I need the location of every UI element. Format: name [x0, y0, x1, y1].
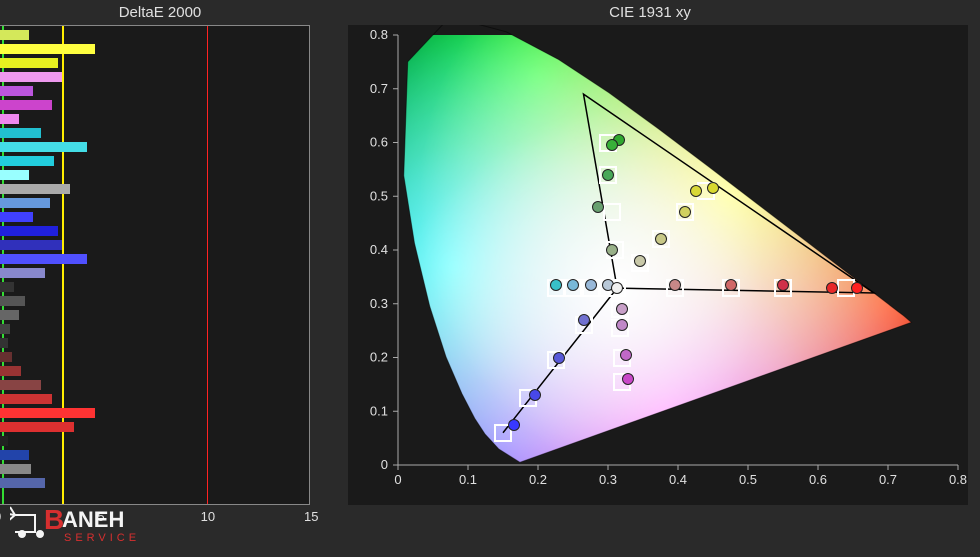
- deltae-bar: [0, 44, 95, 54]
- cie-measurement: [616, 319, 628, 331]
- deltae-bar: [0, 296, 25, 306]
- cie-measurement: [690, 185, 702, 197]
- cie-measurement: [606, 244, 618, 256]
- deltae-bar: [0, 310, 19, 320]
- cie-measurement: [669, 279, 681, 291]
- deltae-bar: [0, 324, 10, 334]
- cie-measurement: [529, 389, 541, 401]
- deltae-bar: [0, 408, 95, 418]
- deltae-bar: [0, 268, 45, 278]
- deltae-bar: [0, 72, 62, 82]
- deltae-bar: [0, 226, 58, 236]
- cie-ytick: 0.4: [370, 242, 388, 257]
- cie-xtick: 0.6: [809, 472, 827, 487]
- deltae-bar: [0, 100, 52, 110]
- deltae-xtick: 0: [0, 509, 1, 524]
- deltae-panel: DeltaE 2000 0 5 10 15: [0, 0, 320, 557]
- deltae-bar: [0, 86, 33, 96]
- cie-measurement: [707, 182, 719, 194]
- cie-measurement: [567, 279, 579, 291]
- cie-ytick: 0.1: [370, 403, 388, 418]
- deltae-bar: [0, 114, 19, 124]
- deltae-bar: [0, 212, 33, 222]
- deltae-title: DeltaE 2000: [0, 0, 320, 25]
- cie-measurement: [622, 373, 634, 385]
- cie-ytick: 0.5: [370, 188, 388, 203]
- charts-container: DeltaE 2000 051015 CIE 1931 xy 000.10.10…: [0, 0, 980, 557]
- cie-xtick: 0.1: [459, 472, 477, 487]
- cie-xtick: 0.2: [529, 472, 547, 487]
- deltae-bar: [0, 58, 58, 68]
- cie-xtick: 0.7: [879, 472, 897, 487]
- deltae-bar: [0, 436, 8, 446]
- cie-measurement: [508, 419, 520, 431]
- deltae-bar: [0, 422, 74, 432]
- deltae-bar: [0, 450, 29, 460]
- deltae-bar: [0, 478, 45, 488]
- cie-ytick: 0.3: [370, 296, 388, 311]
- cie-measurement: [655, 233, 667, 245]
- cie-measurement: [851, 282, 863, 294]
- cie-xtick: 0.3: [599, 472, 617, 487]
- deltae-ref-line: [207, 26, 209, 504]
- deltae-bar: [0, 240, 62, 250]
- deltae-bar: [0, 198, 50, 208]
- deltae-bar: [0, 30, 29, 40]
- cie-measurement: [725, 279, 737, 291]
- deltae-bar: [0, 352, 12, 362]
- cie-xtick: 0: [394, 472, 401, 487]
- cie-xtick: 0.5: [739, 472, 757, 487]
- deltae-xtick: 5: [97, 509, 104, 524]
- cie-measurement: [550, 279, 562, 291]
- deltae-bar: [0, 282, 14, 292]
- deltae-bar: [0, 142, 87, 152]
- deltae-plot-area: [0, 25, 310, 505]
- cie-ytick: 0.6: [370, 135, 388, 150]
- deltae-bar: [0, 464, 31, 474]
- cie-svg: 00 0.1 0.1 0.2 0.2 0.3 0.3 0.4 0.4 0.5 0.5 0.6 0.6 0.…: [348, 25, 968, 505]
- cie-plot-area: 00 0.1 0.1 0.2 0.2 0.3 0.3 0.4 0.4 0.5 0.5 0.6 0.6 0.…: [348, 25, 968, 505]
- cie-measurement: [616, 303, 628, 315]
- cie-target: [603, 203, 621, 221]
- cie-measurement: [777, 279, 789, 291]
- deltae-ref-line: [62, 26, 64, 504]
- cie-measurement: [634, 255, 646, 267]
- cie-ytick: 0.7: [370, 81, 388, 96]
- deltae-bar: [0, 366, 21, 376]
- cie-xtick: 0.8: [949, 472, 967, 487]
- cie-ytick: 0.2: [370, 350, 388, 365]
- cie-measurement: [620, 349, 632, 361]
- cie-measurement: [578, 314, 590, 326]
- deltae-bar: [0, 380, 41, 390]
- cie-measurement: [592, 201, 604, 213]
- cie-measurement: [553, 352, 565, 364]
- cie-ytick: 0.8: [370, 27, 388, 42]
- deltae-xtick: 15: [304, 509, 318, 524]
- cie-measurement: [602, 169, 614, 181]
- cie-measurement: [611, 282, 623, 294]
- deltae-bar: [0, 156, 54, 166]
- deltae-bar: [0, 170, 29, 180]
- cie-measurement: [679, 206, 691, 218]
- cie-panel: CIE 1931 xy 00 0.1 0.1 0.2 0.2 0.3 0.3 0.4 0.4 0.…: [320, 0, 980, 557]
- cie-measurement: [606, 139, 618, 151]
- deltae-bar: [0, 394, 52, 404]
- deltae-bar: [0, 338, 8, 348]
- cie-ytick: 0: [381, 457, 388, 472]
- deltae-bar: [0, 254, 87, 264]
- deltae-ref-line: [2, 26, 4, 504]
- cie-title: CIE 1931 xy: [320, 0, 980, 25]
- deltae-xtick: 10: [201, 509, 215, 524]
- cie-xtick: 0.4: [669, 472, 687, 487]
- cie-measurement: [585, 279, 597, 291]
- deltae-bar: [0, 128, 41, 138]
- deltae-bar: [0, 184, 70, 194]
- cie-measurement: [826, 282, 838, 294]
